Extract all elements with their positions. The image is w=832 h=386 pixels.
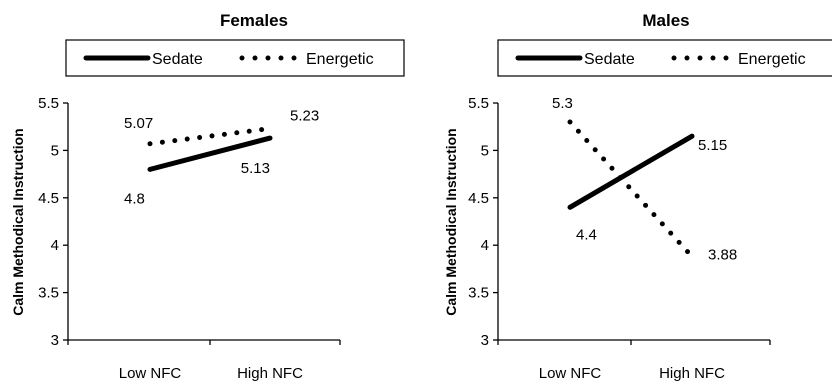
data-label-energetic: 5.3 bbox=[552, 95, 573, 112]
chart-title: Males bbox=[642, 11, 689, 30]
y-tick-label: 4.5 bbox=[468, 190, 489, 207]
data-label-energetic: 5.07 bbox=[124, 115, 153, 132]
legend-label-sedate: Sedate bbox=[584, 51, 635, 68]
data-label-sedate: 4.8 bbox=[124, 190, 145, 207]
x-tick-label: High NFC bbox=[237, 365, 303, 382]
series-line-sedate bbox=[147, 135, 273, 172]
legend-label-energetic: Energetic bbox=[306, 51, 374, 68]
y-tick-label: 3 bbox=[481, 332, 489, 349]
y-axis-label: Calm Methodical Instruction bbox=[443, 128, 459, 315]
legend: Sedate Energetic bbox=[65, 39, 405, 77]
y-tick-label: 5 bbox=[51, 142, 59, 159]
y-tick-label: 5.5 bbox=[468, 95, 489, 112]
legend-label-energetic: Energetic bbox=[738, 51, 806, 68]
y-tick-label: 4 bbox=[481, 237, 489, 254]
data-label-sedate: 5.15 bbox=[698, 137, 727, 154]
series-line-sedate bbox=[567, 133, 695, 210]
x-tick-label: Low NFC bbox=[119, 365, 182, 382]
data-label-energetic: 3.88 bbox=[708, 247, 737, 264]
y-tick-label: 4 bbox=[51, 237, 59, 254]
chart-title: Females bbox=[220, 11, 288, 30]
data-label-energetic: 5.23 bbox=[290, 108, 319, 125]
y-tick-label: 4.5 bbox=[38, 190, 59, 207]
y-tick-label: 5 bbox=[481, 142, 489, 159]
x-tick-label: Low NFC bbox=[539, 365, 602, 382]
chart-panel-males: Males Sedate Energetic 3 3.5 4 4.5 5 5.5 Low NFC H… bbox=[443, 11, 832, 382]
chart-panel-females: Females Sedate Energetic 3 3.5 4 4.5 5 5.5 Low NF… bbox=[10, 11, 405, 382]
data-label-sedate: 4.4 bbox=[576, 226, 597, 243]
series-line-energetic bbox=[567, 119, 695, 260]
data-label-sedate: 5.13 bbox=[241, 160, 270, 177]
x-tick-label: High NFC bbox=[659, 365, 725, 382]
y-tick-label: 3.5 bbox=[38, 285, 59, 302]
legend-label-sedate: Sedate bbox=[152, 51, 203, 68]
y-tick-label: 3.5 bbox=[468, 285, 489, 302]
series-line-energetic bbox=[147, 126, 273, 147]
legend: Sedate Energetic bbox=[497, 39, 832, 77]
y-axis-label: Calm Methodical Instruction bbox=[10, 128, 26, 315]
y-tick-label: 3 bbox=[51, 332, 59, 349]
y-tick-label: 5.5 bbox=[38, 95, 59, 112]
